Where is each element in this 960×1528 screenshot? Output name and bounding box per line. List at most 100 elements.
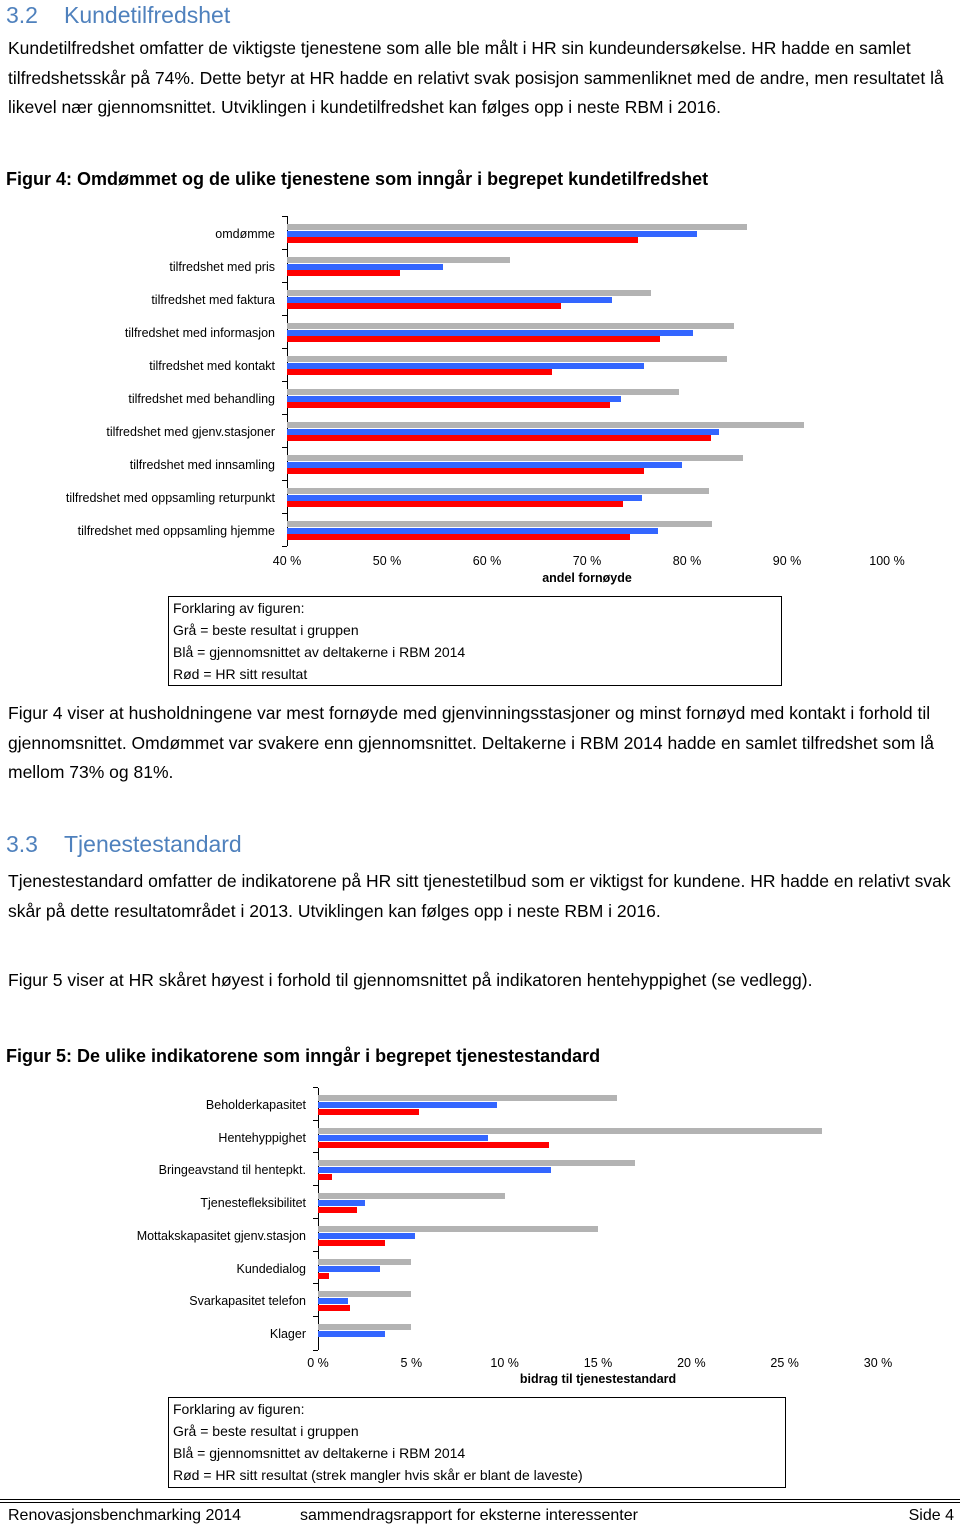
bar bbox=[287, 356, 727, 362]
explanation-line: Rød = HR sitt resultat (strek mangler hv… bbox=[173, 1467, 583, 1483]
paragraph: Figur 4 viser at husholdningene var mest… bbox=[8, 703, 934, 782]
bar bbox=[287, 336, 660, 343]
bar bbox=[287, 534, 630, 541]
category-label: tilfredshet med informasjon bbox=[124, 325, 275, 340]
x-tick-label: 50 % bbox=[372, 554, 402, 568]
tick-mark bbox=[282, 546, 287, 547]
bar bbox=[318, 1305, 350, 1312]
x-axis-title: andel fornøyde bbox=[542, 571, 632, 585]
bar bbox=[318, 1225, 598, 1232]
tick-mark bbox=[282, 249, 287, 250]
explanation-box: Forklaring av figuren: Grå = beste resul… bbox=[168, 1397, 786, 1488]
paragraph: Kundetilfredshet omfatter de viktigste t… bbox=[8, 38, 944, 117]
explanation-box: Forklaring av figuren: Grå = beste resul… bbox=[168, 596, 782, 686]
explanation-line: Forklaring av figuren: bbox=[173, 1401, 305, 1417]
bar bbox=[287, 362, 644, 369]
figure-caption: Figur 4: Omdømmet og de ulike tjenestene… bbox=[6, 169, 709, 189]
tick-mark bbox=[313, 1250, 318, 1252]
bar bbox=[287, 329, 693, 336]
y-axis bbox=[318, 1088, 319, 1350]
bar bbox=[287, 263, 443, 270]
bar bbox=[318, 1232, 416, 1239]
tick-mark bbox=[282, 381, 287, 382]
bar bbox=[318, 1330, 386, 1337]
tick-mark bbox=[313, 1217, 318, 1219]
category-label: tilfredshet med innsamling bbox=[129, 457, 275, 472]
tick-mark bbox=[282, 315, 287, 316]
x-tick-label: 30 % bbox=[863, 1356, 893, 1370]
category-label: tilfredshet med faktura bbox=[151, 292, 275, 307]
tick-mark bbox=[282, 414, 287, 415]
tick-mark bbox=[313, 1283, 318, 1285]
category-label: Kundedialog bbox=[236, 1261, 306, 1276]
tick-mark bbox=[313, 1119, 318, 1121]
bar bbox=[318, 1200, 365, 1207]
footer-right: Side 4 bbox=[908, 1507, 954, 1524]
bar bbox=[287, 428, 719, 435]
tick-mark bbox=[282, 348, 287, 349]
explanation-line: Blå = gjennomsnittet av deltakerne i RBM… bbox=[173, 1445, 466, 1461]
paragraph: Figur 5 viser at HR skåret høyest i forh… bbox=[8, 970, 813, 990]
bar bbox=[287, 257, 510, 263]
x-tick-label: 20 % bbox=[677, 1356, 706, 1370]
bar bbox=[287, 527, 658, 534]
x-tick-label: 0 % bbox=[307, 1356, 329, 1370]
explanation-line: Forklaring av figuren: bbox=[173, 600, 305, 616]
bar bbox=[287, 435, 711, 442]
explanation-line: Grå = beste resultat i gruppen bbox=[173, 1423, 359, 1439]
section-title: Kundetilfredshet bbox=[64, 2, 231, 28]
category-label: tilfredshet med oppsamling returpunkt bbox=[65, 490, 275, 505]
category-label: Svarkapasitet telefon bbox=[189, 1294, 306, 1309]
x-tick-label: 100 % bbox=[869, 554, 905, 568]
bar bbox=[318, 1272, 330, 1279]
bar bbox=[318, 1102, 498, 1108]
tick-mark bbox=[313, 1152, 318, 1154]
bar bbox=[287, 369, 552, 376]
bar bbox=[318, 1207, 358, 1214]
bar bbox=[318, 1239, 386, 1246]
bar bbox=[287, 395, 621, 402]
category-label: Klager bbox=[269, 1326, 306, 1341]
category-label: Mottakskapasitet gjenv.stasjon bbox=[136, 1228, 306, 1243]
bar bbox=[318, 1291, 412, 1298]
category-label: tilfredshet med oppsamling hjemme bbox=[77, 523, 275, 538]
bar bbox=[287, 488, 709, 494]
bar bbox=[287, 468, 644, 475]
bar bbox=[287, 290, 651, 296]
bar bbox=[318, 1323, 412, 1330]
chart: Beholderkapasitet Hentehyppighet Bringeavs… bbox=[136, 1087, 893, 1386]
section-title: Tjenestestandard bbox=[64, 831, 242, 857]
tick-mark bbox=[313, 1315, 318, 1317]
x-tick-label: 10 % bbox=[490, 1356, 519, 1370]
bar bbox=[287, 422, 804, 428]
bar bbox=[287, 461, 682, 468]
tick-mark bbox=[282, 447, 287, 448]
bar bbox=[287, 521, 712, 527]
bar bbox=[318, 1127, 822, 1134]
category-label: tilfredshet med gjenv.stasjoner bbox=[106, 424, 275, 439]
bar bbox=[318, 1265, 380, 1272]
x-tick-label: 70 % bbox=[572, 554, 602, 568]
bar bbox=[287, 389, 679, 395]
bar bbox=[318, 1141, 550, 1148]
explanation-line: Blå = gjennomsnittet av deltakerne i RBM… bbox=[173, 644, 466, 660]
bar bbox=[287, 303, 561, 310]
category-label: tilfredshet med behandling bbox=[128, 391, 275, 406]
bar bbox=[287, 455, 743, 461]
bar bbox=[318, 1134, 488, 1141]
x-tick-label: 25 % bbox=[770, 1356, 799, 1370]
category-label: Tjenestefleksibilitet bbox=[200, 1196, 306, 1211]
bar bbox=[287, 402, 610, 409]
chart: omdømme tilfredshet med pris tilfredshet m… bbox=[0, 0, 960, 600]
bar bbox=[318, 1174, 332, 1181]
footer-left: Renovasjonsbenchmarking 2014 bbox=[8, 1507, 242, 1524]
x-tick-label: 40 % bbox=[272, 554, 302, 568]
category-label: tilfredshet med kontakt bbox=[149, 358, 275, 373]
section-number: 3.2 bbox=[6, 2, 38, 28]
bar bbox=[287, 501, 623, 508]
figure-caption: Figur 5: De ulike indikatorene som inngå… bbox=[6, 1046, 601, 1066]
bar bbox=[318, 1167, 552, 1174]
bar bbox=[318, 1095, 617, 1101]
bar bbox=[318, 1258, 412, 1265]
paragraph: Tjenestestandard omfatter de indikatoren… bbox=[8, 871, 951, 921]
